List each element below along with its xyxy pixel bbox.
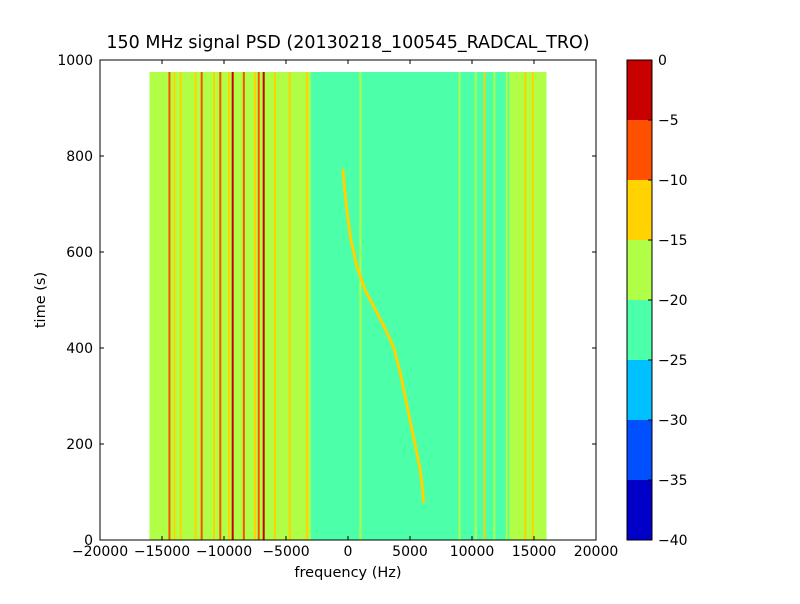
- colorbar-segment: [627, 240, 652, 300]
- colorbar-segment: [627, 360, 652, 420]
- y-tick-label: 1000: [57, 53, 93, 69]
- colorbar-tick-label: −35: [658, 473, 688, 489]
- colorbar-tick-label: −30: [658, 413, 688, 429]
- x-tick-label: 10000: [450, 544, 495, 560]
- y-tick-label: 200: [66, 437, 93, 453]
- colorbar-tick-label: −40: [658, 533, 688, 549]
- colorbar-segment: [627, 480, 652, 540]
- x-tick-label: −10000: [196, 544, 252, 560]
- psd-drift-trace: [341, 168, 426, 504]
- colorbar-tick-label: −10: [658, 173, 688, 189]
- x-tick-label: 15000: [512, 544, 557, 560]
- colorbar-tick-label: 0: [658, 53, 667, 69]
- x-tick-label: 0: [344, 544, 353, 560]
- psd-edge-band: [149, 72, 311, 540]
- y-tick-label: 400: [66, 341, 93, 357]
- chart-title: 150 MHz signal PSD (20130218_100545_RADC…: [106, 33, 589, 53]
- x-tick-label: 20000: [574, 544, 619, 560]
- x-tick-label: −5000: [262, 544, 309, 560]
- colorbar-tick-label: −25: [658, 353, 688, 369]
- colorbar-tick-label: −20: [658, 293, 688, 309]
- x-tick-label: 5000: [392, 544, 428, 560]
- colorbar-segment: [627, 180, 652, 240]
- y-tick-label: 600: [66, 245, 93, 261]
- x-axis-label: frequency (Hz): [294, 565, 401, 581]
- psd-edge-band: [509, 72, 547, 540]
- colorbar-segment: [627, 420, 652, 480]
- colorbar-segment: [627, 60, 652, 120]
- y-tick-label: 800: [66, 149, 93, 165]
- colorbar-segment: [627, 300, 652, 360]
- y-tick-label: 0: [84, 533, 93, 549]
- x-tick-label: −20000: [72, 544, 128, 560]
- y-axis-label: time (s): [33, 272, 49, 328]
- colorbar-tick-label: −15: [658, 233, 688, 249]
- colorbar-tick-label: −5: [658, 113, 679, 129]
- x-tick-label: −15000: [134, 544, 190, 560]
- colorbar-segment: [627, 120, 652, 180]
